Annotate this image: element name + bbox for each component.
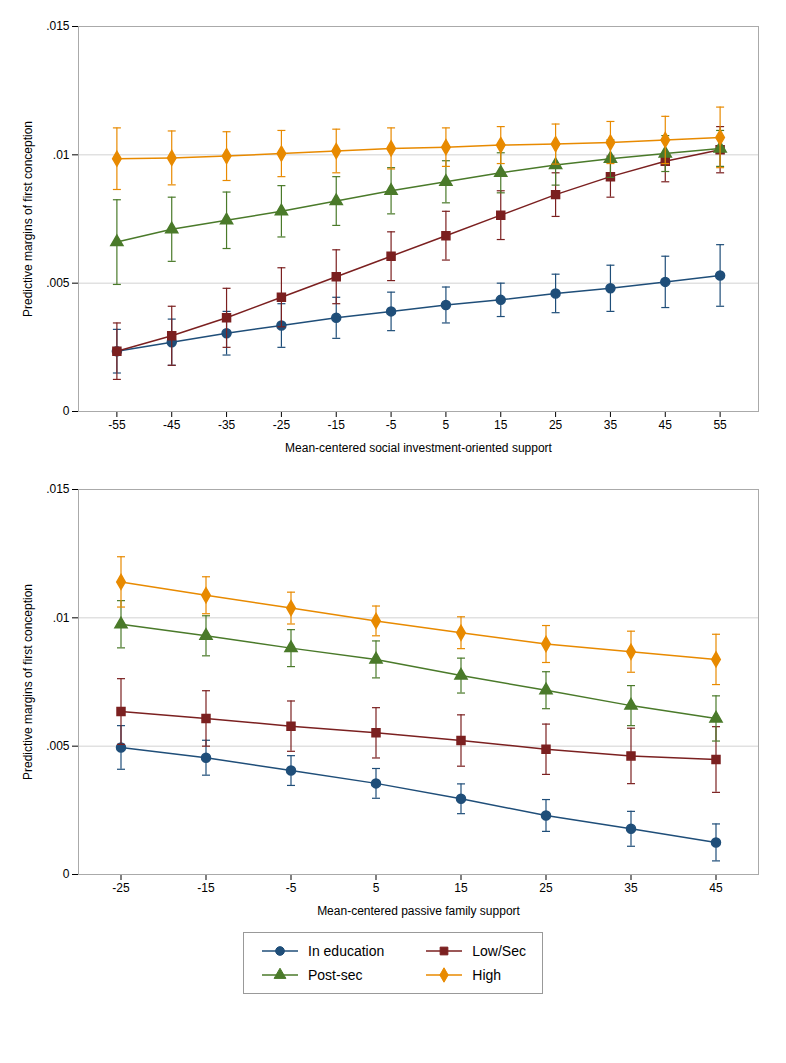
- svg-text:5: 5: [443, 418, 450, 432]
- svg-text:-25: -25: [112, 881, 130, 895]
- svg-text:Mean-centered social investmen: Mean-centered social investment-oriented…: [285, 441, 552, 455]
- svg-text:.005: .005: [46, 276, 70, 290]
- svg-text:-25: -25: [273, 418, 291, 432]
- svg-text:45: 45: [659, 418, 673, 432]
- svg-text:15: 15: [454, 881, 468, 895]
- svg-text:.01: .01: [53, 611, 70, 625]
- html-text:High: High: [472, 967, 502, 983]
- svg-text:Mean-centered passive family s: Mean-centered passive family support: [317, 904, 520, 918]
- svg-text:-35: -35: [218, 418, 236, 432]
- svg-text:Predictive margins of first co: Predictive margins of first conception: [21, 121, 35, 317]
- svg-text:-15: -15: [197, 881, 215, 895]
- svg-text:0: 0: [63, 867, 70, 881]
- svg-text:35: 35: [624, 881, 638, 895]
- svg-text:45: 45: [709, 881, 723, 895]
- svg-text:35: 35: [604, 418, 618, 432]
- svg-text:.015: .015: [46, 19, 70, 33]
- html-text:Low/Sec: Low/Sec: [472, 943, 526, 959]
- svg-text:25: 25: [539, 881, 553, 895]
- svg-text:0: 0: [63, 404, 70, 418]
- svg-text:15: 15: [494, 418, 508, 432]
- svg-text:5: 5: [373, 881, 380, 895]
- svg-text:-5: -5: [286, 881, 297, 895]
- svg-text:-5: -5: [386, 418, 397, 432]
- html-text:Post-sec: Post-sec: [308, 967, 363, 983]
- svg-text:-45: -45: [163, 418, 181, 432]
- svg-text:Predictive margins of first co: Predictive margins of first conception: [21, 584, 35, 780]
- svg-text:-15: -15: [328, 418, 346, 432]
- svg-text:.015: .015: [46, 482, 70, 496]
- svg-text:25: 25: [549, 418, 563, 432]
- svg-text:.01: .01: [53, 148, 70, 162]
- svg-text:.005: .005: [46, 739, 70, 753]
- svg-text:-55: -55: [108, 418, 126, 432]
- svg-text:55: 55: [713, 418, 727, 432]
- html-text:In education: In education: [308, 943, 385, 959]
